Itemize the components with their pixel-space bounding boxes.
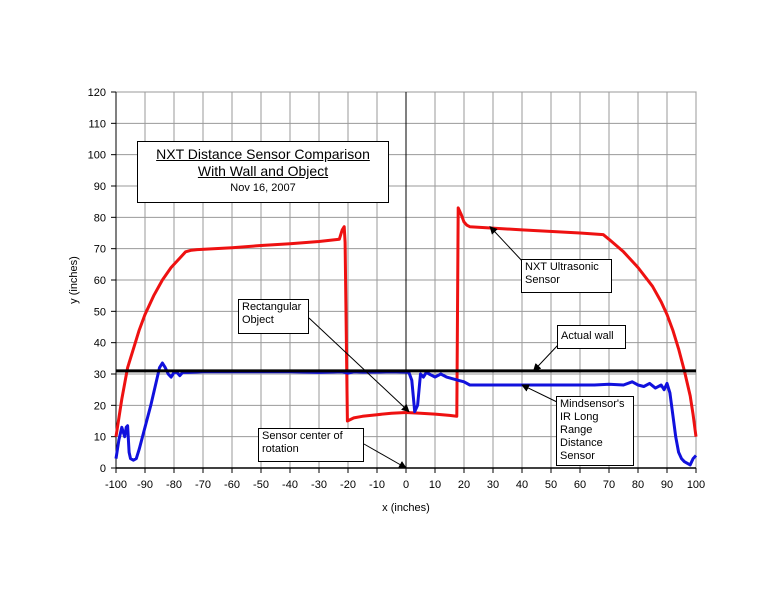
ultrasonic-arrow — [489, 226, 525, 264]
y-tick-label: 70 — [94, 244, 106, 256]
x-tick-label: 10 — [429, 479, 441, 491]
y-tick-label: 0 — [100, 463, 106, 475]
x-tick-label: -20 — [340, 479, 356, 491]
y-tick-label: 40 — [94, 338, 106, 350]
sensor-center-callout: Sensor center of rotation — [258, 428, 364, 462]
actual-wall-callout: Actual wall — [557, 325, 626, 349]
ir-sensor-callout: Mindsensor's IR Long Range Distance Sens… — [556, 396, 634, 466]
x-tick-label: 60 — [574, 479, 586, 491]
chart-title-box: NXT Distance Sensor Comparison With Wall… — [137, 141, 389, 203]
y-tick-label: 60 — [94, 275, 106, 287]
chart-subtitle: With Wall and Object — [197, 163, 329, 179]
annotation-arrows — [308, 226, 559, 469]
x-tick-label: -80 — [166, 479, 182, 491]
series-layer — [114, 206, 698, 467]
x-tick-label: 20 — [458, 479, 470, 491]
x-tick-label: 50 — [545, 479, 557, 491]
x-tick-label: -10 — [369, 479, 385, 491]
y-tick-label: 30 — [94, 369, 106, 381]
center-arrow — [363, 443, 407, 469]
x-tick-label: -100 — [105, 479, 127, 491]
y-tick-labels: 0 10 20 30 40 50 60 70 80 90 100 110 120 — [88, 87, 106, 475]
x-tick-label: -90 — [137, 479, 153, 491]
x-tick-label: -60 — [224, 479, 240, 491]
ultrasonic-series-line — [114, 206, 698, 437]
x-tick-label: -30 — [311, 479, 327, 491]
x-tick-label: -40 — [282, 479, 298, 491]
x-tick-label: 40 — [516, 479, 528, 491]
y-tick-label: 20 — [94, 400, 106, 412]
chart-date: Nov 16, 2007 — [230, 182, 296, 194]
y-tick-label: 110 — [88, 118, 106, 130]
chart-title: NXT Distance Sensor Comparison — [156, 146, 370, 162]
y-axis-title: y (inches) — [68, 256, 80, 304]
ir-arrow — [521, 384, 558, 403]
wall-arrow — [532, 344, 559, 372]
y-tick-label: 100 — [88, 150, 106, 162]
x-tick-labels: -100 -90 -80 -70 -60 -50 -40 -30 -20 -10 0 10 20 30 40… — [105, 479, 705, 491]
x-tick-label: -70 — [195, 479, 211, 491]
rect-arrow — [308, 317, 410, 413]
ultrasonic-sensor-callout: NXT Ultrasonic Sensor — [521, 259, 612, 293]
x-tick-label: 70 — [603, 479, 615, 491]
x-tick-label: 90 — [661, 479, 673, 491]
ir-series-line — [114, 361, 698, 467]
y-tick-label: 50 — [94, 306, 106, 318]
rectangular-object-callout: Rectangular Object — [238, 299, 309, 334]
x-tick-label: 0 — [403, 479, 409, 491]
x-tick-label: 80 — [632, 479, 644, 491]
y-tick-label: 10 — [94, 432, 106, 444]
x-tick-label: -50 — [253, 479, 269, 491]
x-axis-title: x (inches) — [382, 502, 430, 514]
y-tick-label: 80 — [94, 212, 106, 224]
x-tick-label: 100 — [687, 479, 705, 491]
y-tick-label: 90 — [94, 181, 106, 193]
y-tick-label: 120 — [88, 87, 106, 99]
x-tick-label: 30 — [487, 479, 499, 491]
